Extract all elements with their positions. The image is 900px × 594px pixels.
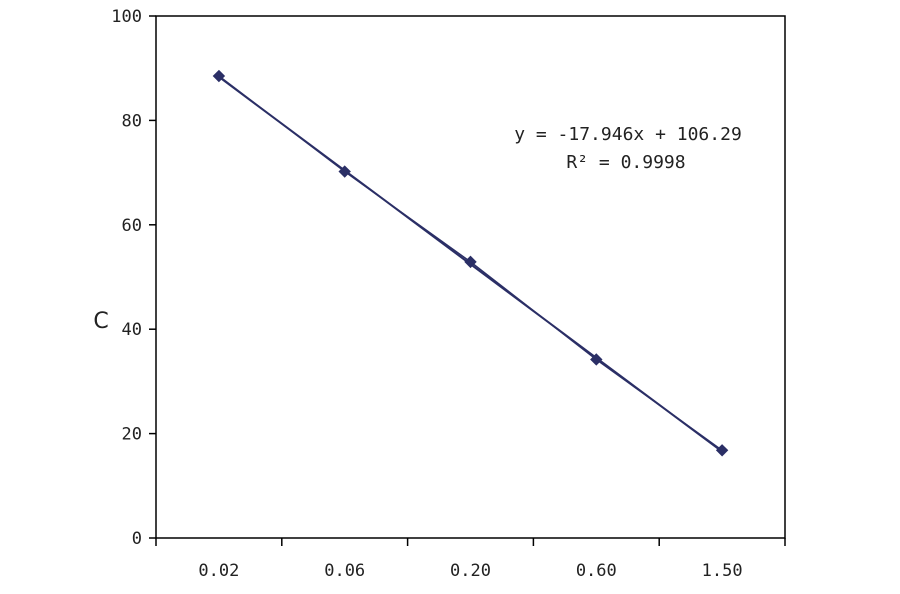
x-axis-ticks bbox=[155, 538, 786, 546]
data-markers bbox=[212, 69, 729, 457]
y-axis-label: C bbox=[93, 309, 108, 334]
x-tick-label-1: 0.06 bbox=[324, 561, 365, 581]
x-tick-label-4: 1.50 bbox=[702, 561, 743, 581]
y-tick-label-3: 60 bbox=[122, 216, 142, 236]
x-tick-label-2: 0.20 bbox=[450, 561, 491, 581]
trendline-equation: y = -17.946x + 106.29 bbox=[514, 124, 742, 145]
y-tick-label-1: 20 bbox=[122, 425, 142, 445]
x-tick-label-3: 0.60 bbox=[576, 561, 617, 581]
y-tick-label-4: 80 bbox=[122, 111, 142, 131]
y-tick-label-2: 40 bbox=[122, 320, 142, 340]
plot-area bbox=[155, 15, 786, 539]
y-tick-label-5: 100 bbox=[111, 7, 142, 27]
x-axis-tick-labels: 0.02 0.06 0.20 0.60 1.50 bbox=[198, 561, 742, 581]
x-tick-label-0: 0.02 bbox=[198, 561, 239, 581]
y-axis-ticks bbox=[149, 15, 156, 539]
data-point-2 bbox=[464, 255, 477, 269]
y-axis-tick-labels: 0 20 40 60 80 100 bbox=[111, 7, 142, 549]
data-point-0 bbox=[212, 69, 226, 83]
data-point-4 bbox=[715, 444, 729, 457]
data-point-1 bbox=[338, 165, 351, 178]
y-tick-label-0: 0 bbox=[132, 529, 142, 549]
data-point-3 bbox=[590, 353, 603, 366]
trendline-r-squared: R² = 0.9998 bbox=[566, 152, 685, 173]
